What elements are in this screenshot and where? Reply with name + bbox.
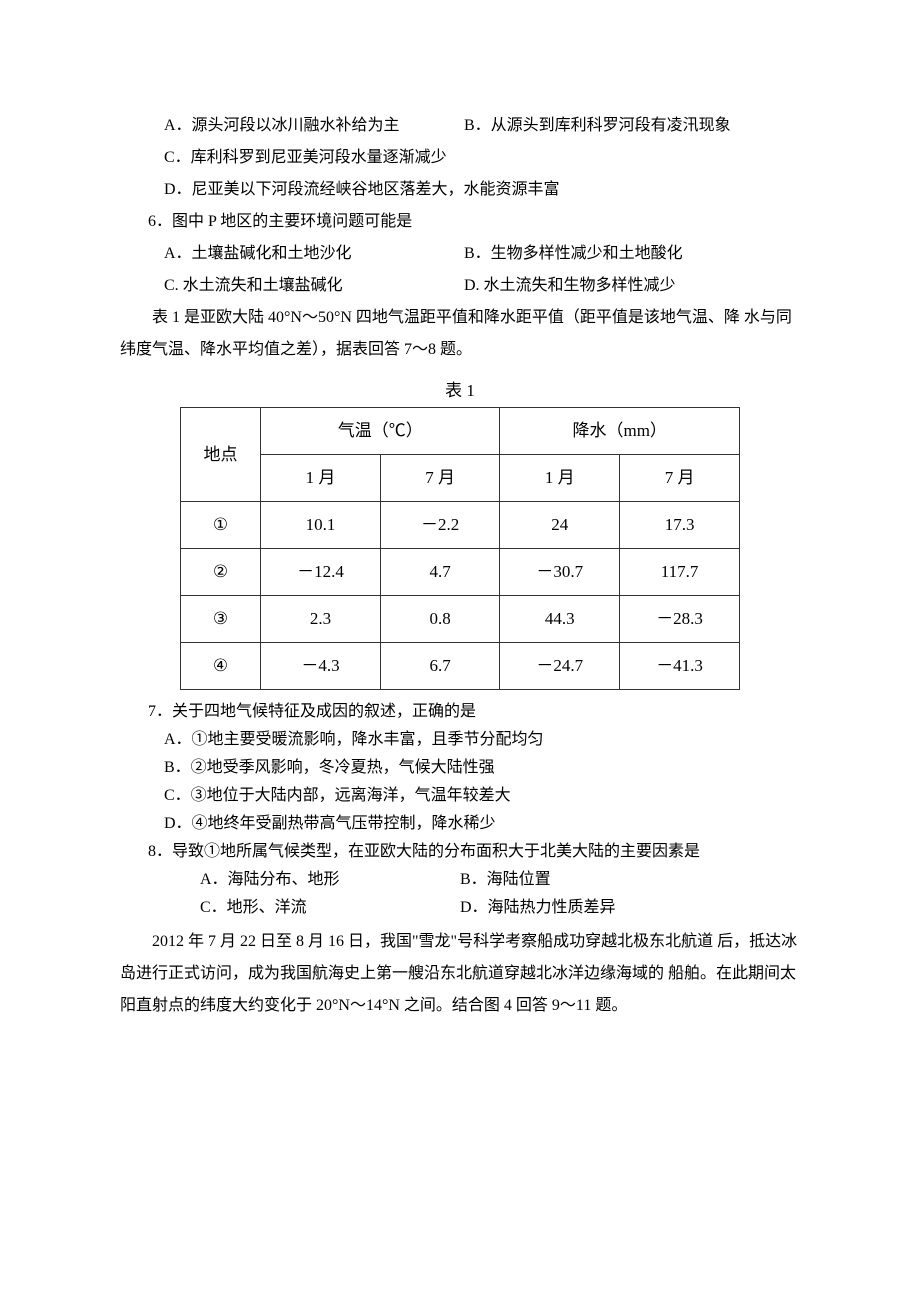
table-1: 表 1 地点 气温（℃） 降水（mm） 1 月 7 月 1 月 7 月 ① 10… xyxy=(180,374,740,690)
cell: －41.3 xyxy=(620,643,740,690)
q5-options-row-ab: A．源头河段以冰川融水补给为主 B．从源头到库利科罗河段有凌汛现象 xyxy=(120,110,800,142)
cell: 117.7 xyxy=(620,549,740,596)
intro-7-8: 表 1 是亚欧大陆 40°N～50°N 四地气温距平值和降水距平值（距平值是该地… xyxy=(120,302,800,366)
cell: 2.3 xyxy=(261,596,381,643)
th-precip-jan: 1 月 xyxy=(500,455,620,502)
q8-options-row-cd: C．地形、洋流 D．海陆热力性质差异 xyxy=(120,894,800,922)
table-row: ② －12.4 4.7 －30.7 117.7 xyxy=(181,549,740,596)
th-temp-jul: 7 月 xyxy=(380,455,500,502)
q6-option-a: A．土壤盐碱化和土地沙化 xyxy=(164,238,464,270)
q8-option-d: D．海陆热力性质差异 xyxy=(460,894,720,922)
cell: －2.2 xyxy=(380,502,500,549)
table-row: ④ －4.3 6.7 －24.7 －41.3 xyxy=(181,643,740,690)
q7-option-d: D．④地终年受副热带高气压带控制，降水稀少 xyxy=(120,810,800,838)
q6-option-b: B．生物多样性减少和土地酸化 xyxy=(464,238,764,270)
row-id: ④ xyxy=(181,643,261,690)
q5-option-b: B．从源头到库利科罗河段有凌汛现象 xyxy=(464,110,764,142)
cell: 44.3 xyxy=(500,596,620,643)
cell: 17.3 xyxy=(620,502,740,549)
row-id: ③ xyxy=(181,596,261,643)
q8-option-a: A．海陆分布、地形 xyxy=(200,866,460,894)
cell: －28.3 xyxy=(620,596,740,643)
row-id: ② xyxy=(181,549,261,596)
cell: 4.7 xyxy=(380,549,500,596)
q7-stem: 7．关于四地气候特征及成因的叙述，正确的是 xyxy=(120,698,800,726)
data-table: 地点 气温（℃） 降水（mm） 1 月 7 月 1 月 7 月 ① 10.1 －… xyxy=(180,407,740,690)
q8-options-row-ab: A．海陆分布、地形 B．海陆位置 xyxy=(120,866,800,894)
q6-options-row-ab: A．土壤盐碱化和土地沙化 B．生物多样性减少和土地酸化 xyxy=(120,238,800,270)
q7-option-a: A．①地主要受暖流影响，降水丰富，且季节分配均匀 xyxy=(120,726,800,754)
table-row: ③ 2.3 0.8 44.3 －28.3 xyxy=(181,596,740,643)
q8-stem: 8．导致①地所属气候类型，在亚欧大陆的分布面积大于北美大陆的主要因素是 xyxy=(120,838,800,866)
cell: 10.1 xyxy=(261,502,381,549)
cell: 24 xyxy=(500,502,620,549)
intro-9-11: 2012 年 7 月 22 日至 8 月 16 日，我国"雪龙"号科学考察船成功… xyxy=(120,926,800,1022)
q7-option-b: B．②地受季风影响，冬冷夏热，气候大陆性强 xyxy=(120,754,800,782)
q5-option-d: D．尼亚美以下河段流经峡谷地区落差大，水能资源丰富 xyxy=(120,174,800,206)
q6-option-d: D. 水土流失和生物多样性减少 xyxy=(464,270,764,302)
th-temp: 气温（℃） xyxy=(261,408,500,455)
cell: 0.8 xyxy=(380,596,500,643)
q5-option-a: A．源头河段以冰川融水补给为主 xyxy=(164,110,464,142)
q7-option-c: C．③地位于大陆内部，远离海洋，气温年较差大 xyxy=(120,782,800,810)
th-precip-jul: 7 月 xyxy=(620,455,740,502)
q8-option-b: B．海陆位置 xyxy=(460,866,720,894)
cell: －24.7 xyxy=(500,643,620,690)
th-temp-jan: 1 月 xyxy=(261,455,381,502)
cell: －30.7 xyxy=(500,549,620,596)
q6-option-c: C. 水土流失和土壤盐碱化 xyxy=(164,270,464,302)
q5-option-c: C．库利科罗到尼亚美河段水量逐渐减少 xyxy=(120,142,800,174)
row-id: ① xyxy=(181,502,261,549)
q8-option-c: C．地形、洋流 xyxy=(200,894,460,922)
cell: －4.3 xyxy=(261,643,381,690)
cell: 6.7 xyxy=(380,643,500,690)
table-caption: 表 1 xyxy=(180,374,740,408)
q6-options-row-cd: C. 水土流失和土壤盐碱化 D. 水土流失和生物多样性减少 xyxy=(120,270,800,302)
table-header-row-2: 1 月 7 月 1 月 7 月 xyxy=(181,455,740,502)
table-header-row-1: 地点 气温（℃） 降水（mm） xyxy=(181,408,740,455)
cell: －12.4 xyxy=(261,549,381,596)
th-location: 地点 xyxy=(181,408,261,502)
table-row: ① 10.1 －2.2 24 17.3 xyxy=(181,502,740,549)
th-precip: 降水（mm） xyxy=(500,408,740,455)
q6-stem: 6．图中 P 地区的主要环境问题可能是 xyxy=(120,206,800,238)
